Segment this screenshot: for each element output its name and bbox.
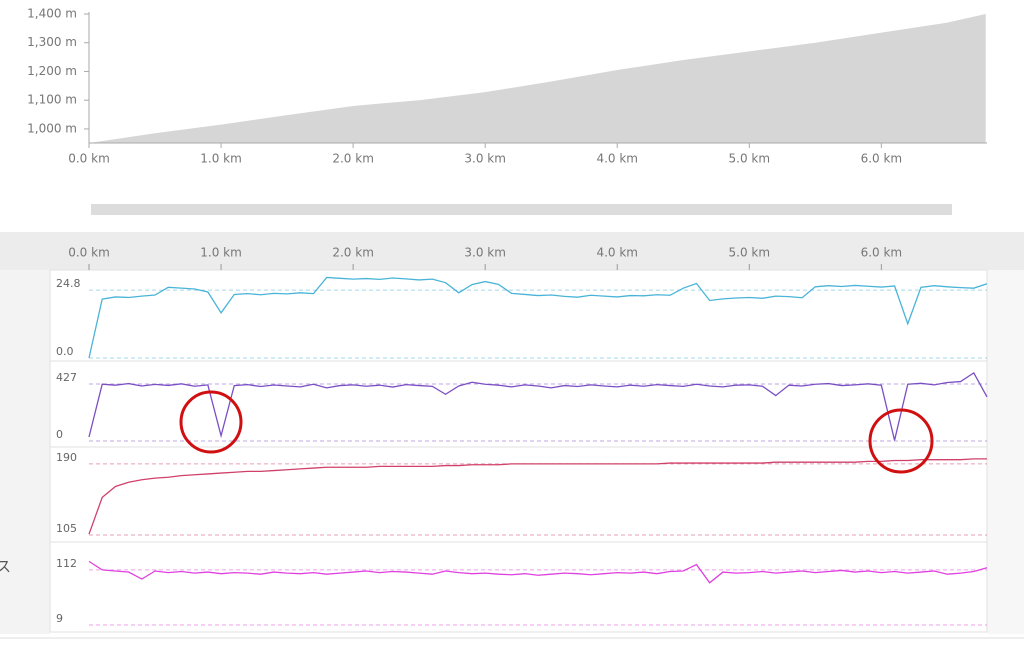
data-line [88,458,987,535]
x-tick-label: 0.0 km [68,246,110,260]
x-tick-label: 3.0 km [464,152,506,166]
y-tick-label: 1,200 m [27,64,77,78]
axis-band [0,232,1024,270]
range-slider[interactable] [91,204,952,215]
y-tick-label: 1,300 m [27,35,77,49]
label-gutter [0,270,50,634]
y-tick-label: 190 [56,451,77,464]
y-tick-label: 24.8 [56,277,81,290]
x-tick-label: 2.0 km [332,246,374,260]
x-tick-label: 0.0 km [68,152,110,166]
y-tick-label: 1,000 m [27,121,77,135]
data-line [88,560,988,584]
y-tick-label: 9 [56,612,63,625]
y-tick-label: 112 [56,557,77,570]
x-tick-label: 6.0 km [861,152,903,166]
panels-bg [49,269,988,633]
y-tick-label: 427 [56,371,77,384]
data-line [88,276,988,359]
panel-label: ス [0,558,11,576]
x-tick-label: 6.0 km [861,246,903,260]
y-tick-label: 1,400 m [27,7,77,21]
data-line [88,371,988,441]
x-tick-label: 5.0 km [729,246,771,260]
y-tick-label: 0.0 [56,345,74,358]
y-tick-label: 1,100 m [27,93,77,107]
x-tick-label: 4.0 km [596,246,638,260]
highlight-circle [179,390,243,454]
y-tick-label: 0 [56,428,63,441]
x-tick-label: 4.0 km [596,152,638,166]
y-tick-label: 105 [56,522,77,535]
x-tick-label: 1.0 km [200,152,242,166]
highlight-circle [868,408,934,474]
elevation-area [89,14,986,143]
x-tick-label: 2.0 km [332,152,374,166]
x-tick-label: 3.0 km [464,246,506,260]
x-tick-label: 1.0 km [200,246,242,260]
right-gutter [987,270,1024,634]
x-tick-label: 5.0 km [729,152,771,166]
